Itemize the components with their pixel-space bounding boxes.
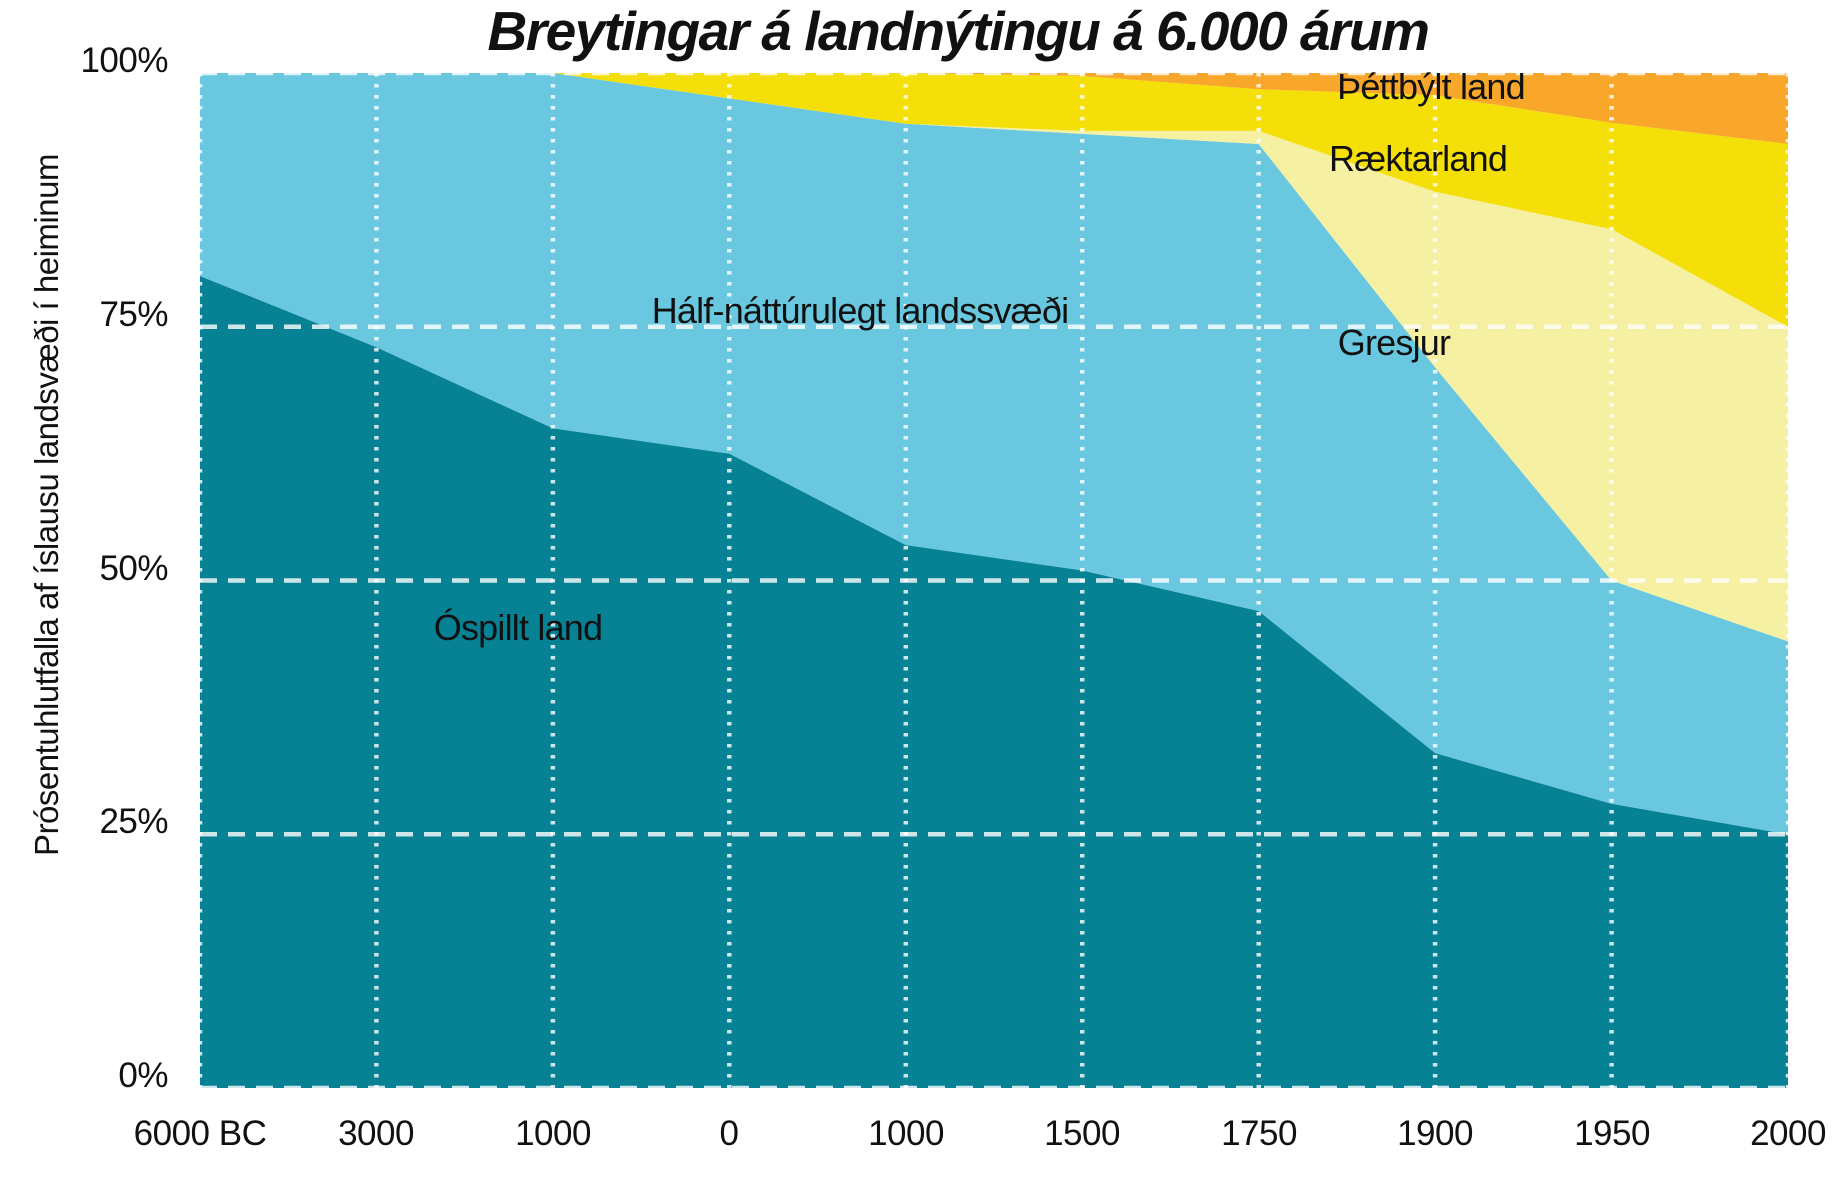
area-half-natturulegt xyxy=(200,73,1788,835)
area-label-ospillt-land: Óspillt land xyxy=(434,607,602,648)
y-tick-label-50: 50% xyxy=(99,549,168,588)
chart-title: Breytingar á landnýtingu á 6.000 árum xyxy=(488,0,1429,62)
chart-areas xyxy=(200,73,1788,1088)
x-tick-label-3000: 3000 xyxy=(338,1114,414,1153)
area-raektarland xyxy=(200,73,1788,327)
y-axis-label: Prósentuhlutfalla af íslausu landsvæði í… xyxy=(28,154,65,856)
area-label-thettbylt-land: Þéttbýlt land xyxy=(1337,66,1525,107)
x-tick-label-1500: 1500 xyxy=(1044,1114,1120,1153)
y-tick-label-100: 100% xyxy=(80,41,168,80)
x-tick-label-1000bc: 1000 xyxy=(515,1114,591,1153)
x-tick-label-1900: 1900 xyxy=(1397,1114,1473,1153)
y-tick-label-0: 0% xyxy=(118,1056,168,1095)
x-tick-label-1000ad: 1000 xyxy=(868,1114,944,1153)
area-ospillt-land xyxy=(200,276,1788,1088)
chart-gridlines xyxy=(197,70,1791,1091)
x-tick-label-2000: 2000 xyxy=(1750,1114,1826,1153)
x-tick-label-6000bc: 6000 BC xyxy=(134,1114,267,1153)
x-tick-label-0: 0 xyxy=(720,1114,739,1153)
x-tick-label-1750: 1750 xyxy=(1221,1114,1297,1153)
area-label-raektarland: Ræktarland xyxy=(1329,138,1507,179)
area-label-half-natturulegt: Hálf-náttúrulegt landssvæði xyxy=(652,290,1069,331)
area-thettbylt-land xyxy=(200,73,1788,144)
area-gresjur xyxy=(200,73,1788,642)
chart-text-layer: Breytingar á landnýtingu á 6.000 árum Pr… xyxy=(28,0,1826,1153)
y-tick-label-25: 25% xyxy=(99,802,168,841)
y-tick-label-75: 75% xyxy=(99,295,168,334)
area-label-gresjur: Gresjur xyxy=(1338,322,1451,363)
x-tick-label-1950: 1950 xyxy=(1574,1114,1650,1153)
